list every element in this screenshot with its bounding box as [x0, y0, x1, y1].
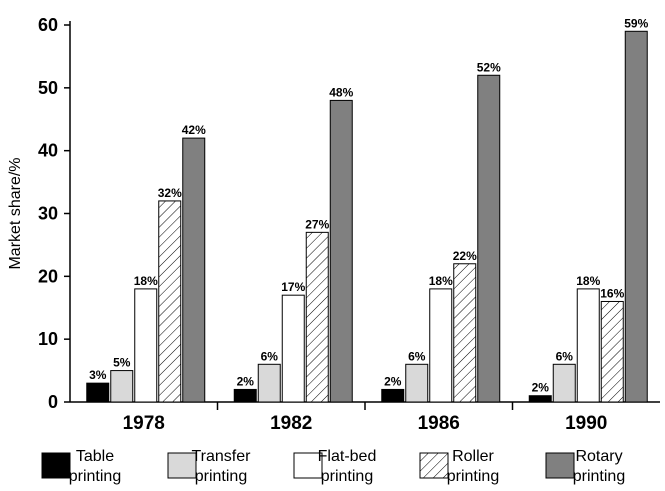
bar-roller-printing-1982 — [305, 231, 329, 403]
y-tick-label: 50 — [38, 78, 58, 98]
legend: Table printing Transfer printing Flat-bed pri… — [41, 448, 625, 485]
x-category-label: 1990 — [565, 413, 607, 434]
data-label: 32% — [158, 186, 182, 200]
y-axis-title: Market share/% — [7, 157, 24, 269]
y-tick-label: 30 — [38, 204, 58, 224]
y-tick-label: 0 — [48, 392, 58, 412]
data-label: 42% — [182, 123, 206, 137]
bar-transfer-printing-1978 — [110, 370, 134, 403]
legend-label: Table — [76, 448, 114, 465]
data-label: 2% — [384, 374, 402, 388]
bar-roller-printing-1986 — [453, 263, 477, 403]
bar-table-printing-1982 — [233, 388, 257, 403]
bar-roller-printing-1990 — [600, 300, 624, 403]
axes: 0 10 20 30 40 50 60 Market share/% 1978 1982 1986 1… — [7, 15, 660, 434]
data-label: 6% — [556, 349, 574, 363]
data-label: 18% — [134, 274, 158, 288]
data-label: 52% — [477, 60, 501, 74]
data-label: 3% — [89, 368, 107, 382]
bar-table-printing-1990 — [528, 395, 552, 403]
bar-roller-printing-1978 — [158, 200, 182, 403]
legend-label: printing — [321, 468, 373, 485]
x-category-label: 1986 — [418, 413, 460, 434]
data-label: 2% — [237, 374, 255, 388]
y-tick-label: 20 — [38, 266, 58, 286]
data-label: 22% — [453, 249, 477, 263]
x-category-label: 1978 — [123, 413, 165, 434]
data-label: 16% — [600, 286, 624, 300]
x-category-label: 1982 — [270, 413, 312, 434]
bar-rotary-printing-1978 — [182, 137, 206, 403]
legend-swatch — [419, 452, 449, 479]
y-tick-label: 40 — [38, 141, 58, 161]
bar-table-printing-1978 — [86, 382, 110, 403]
bar-transfer-printing-1986 — [405, 363, 429, 403]
legend-swatch — [167, 452, 197, 479]
bar-table-printing-1986 — [381, 388, 405, 403]
legend-label: Flat-bed — [318, 448, 377, 465]
legend-label: Transfer — [192, 448, 252, 465]
legend-swatch — [41, 452, 71, 479]
data-label: 27% — [305, 217, 329, 231]
legend-label: Rotary — [575, 448, 622, 465]
legend-label: printing — [69, 468, 121, 485]
legend-swatch — [545, 452, 575, 479]
data-label: 48% — [329, 85, 353, 99]
data-label: 18% — [429, 274, 453, 288]
bar-flat-bed-printing-1978 — [134, 288, 158, 403]
data-label: 17% — [281, 280, 305, 294]
bars: 3%5%18%32%42%2%6%17%27%48%2%6%18%22%52%2… — [86, 16, 649, 403]
bar-flat-bed-printing-1990 — [576, 288, 600, 403]
y-tick-label: 60 — [38, 15, 58, 35]
legend-swatch — [293, 452, 323, 479]
bar-flat-bed-printing-1986 — [429, 288, 453, 403]
bar-rotary-printing-1986 — [477, 74, 501, 403]
bar-rotary-printing-1990 — [624, 30, 648, 403]
legend-label: printing — [447, 468, 499, 485]
data-label: 2% — [532, 381, 550, 395]
legend-label: printing — [573, 468, 625, 485]
bar-flat-bed-printing-1982 — [281, 294, 305, 403]
data-label: 18% — [576, 274, 600, 288]
data-label: 59% — [624, 16, 648, 30]
legend-label: printing — [195, 468, 247, 485]
bar-rotary-printing-1982 — [329, 99, 353, 403]
y-tick-label: 10 — [38, 329, 58, 349]
legend-label: Roller — [452, 448, 494, 465]
data-label: 5% — [113, 356, 131, 370]
bar-transfer-printing-1982 — [257, 363, 281, 403]
bar-transfer-printing-1990 — [552, 363, 576, 403]
data-label: 6% — [408, 349, 426, 363]
data-label: 6% — [261, 349, 279, 363]
